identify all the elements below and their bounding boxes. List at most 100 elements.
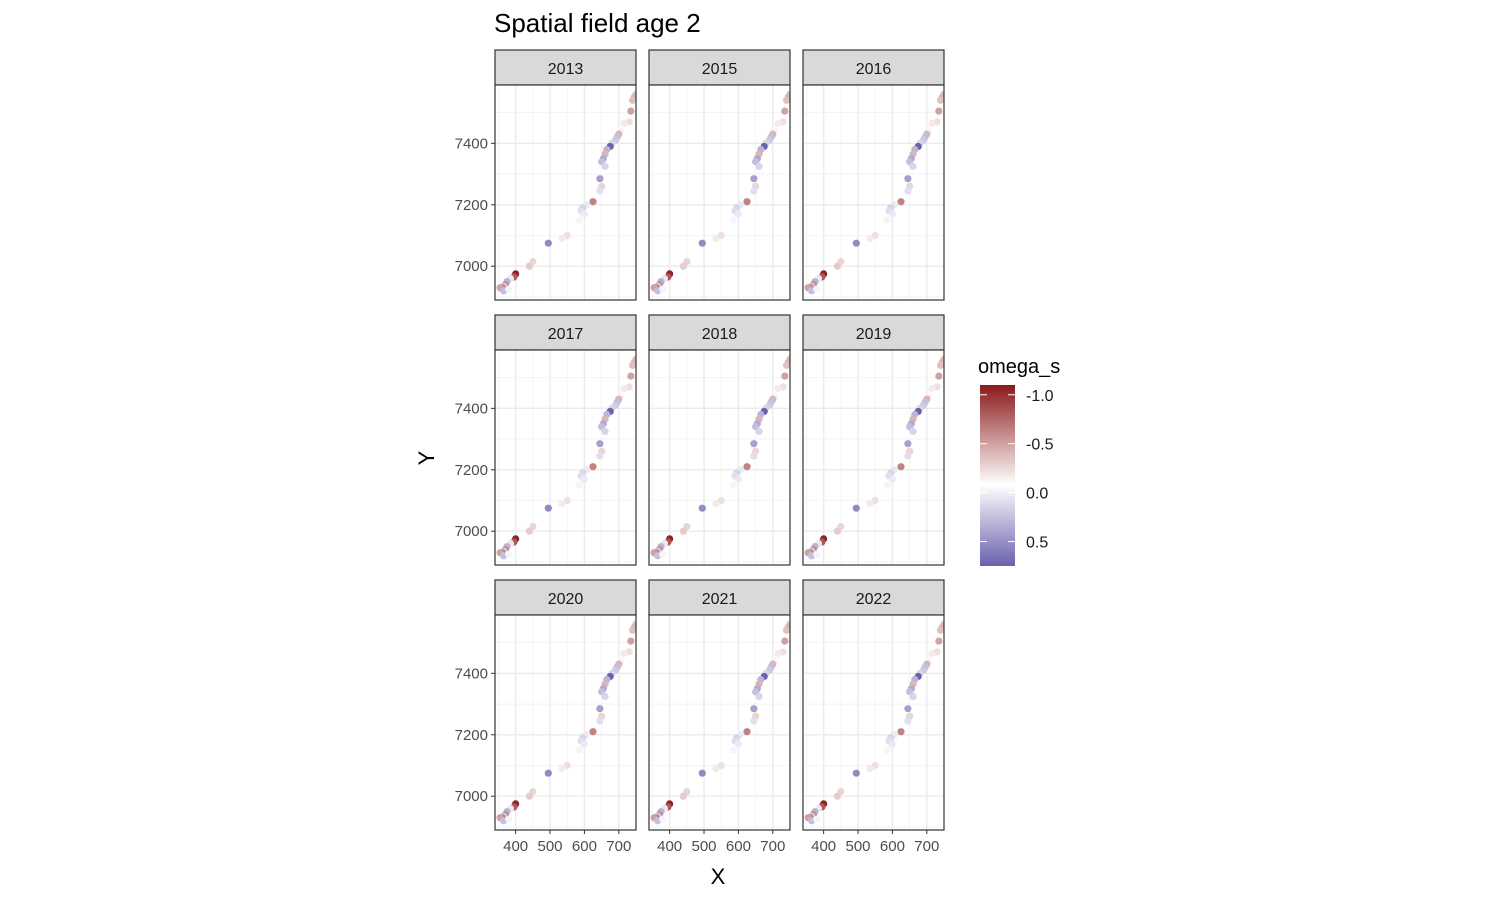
data-point — [936, 361, 944, 369]
x-tick-label: 600 — [726, 838, 751, 855]
data-point — [750, 187, 758, 195]
panel-background — [803, 350, 944, 565]
data-point — [782, 626, 790, 634]
panel-plot-area — [649, 615, 790, 830]
data-point — [935, 372, 943, 380]
data-point — [888, 475, 897, 483]
data-point — [659, 815, 667, 823]
data-point — [679, 527, 687, 535]
legend-tick-label: -0.5 — [1026, 437, 1054, 454]
data-point — [743, 463, 751, 471]
data-point — [782, 361, 790, 369]
data-point — [712, 764, 720, 773]
panel-border — [802, 84, 945, 301]
data-point — [928, 119, 936, 127]
facet-strip — [648, 314, 791, 351]
data-point — [580, 475, 589, 483]
panel-background — [649, 615, 790, 830]
data-point — [755, 162, 763, 170]
data-point — [750, 175, 758, 183]
facet-panel-2022: 2022 400 500 600 700 — [802, 579, 945, 855]
data-point — [544, 504, 552, 512]
facet-strip — [494, 314, 637, 351]
panel-border — [802, 614, 945, 831]
facet-strip — [648, 49, 791, 86]
data-point — [596, 717, 604, 725]
data-point — [755, 427, 763, 435]
facet-strip-label: 2018 — [702, 326, 738, 343]
data-point — [734, 210, 743, 218]
data-point — [897, 463, 905, 471]
data-point — [904, 452, 912, 460]
y-tick-label: 7400 — [455, 135, 488, 152]
data-point — [575, 481, 583, 489]
data-point — [525, 792, 533, 800]
data-point — [852, 239, 860, 247]
data-point — [589, 728, 597, 736]
facet-strip — [494, 579, 637, 616]
data-point — [909, 162, 917, 170]
data-point — [888, 210, 897, 218]
legend-tick-label: 0.0 — [1026, 486, 1048, 503]
facet-panel-2015: 2015 — [648, 49, 791, 301]
data-point — [750, 452, 758, 460]
y-tick-label: 7200 — [455, 727, 488, 744]
data-point — [596, 175, 604, 183]
data-point — [833, 792, 841, 800]
data-point — [734, 475, 743, 483]
panel-plot-area — [803, 615, 944, 830]
data-point — [659, 285, 667, 293]
panel-border — [648, 84, 791, 301]
data-point — [852, 769, 860, 777]
data-point — [601, 692, 609, 700]
data-point — [782, 96, 790, 104]
data-point — [729, 481, 737, 489]
data-point — [897, 198, 905, 206]
panel-plot-area — [803, 350, 944, 565]
data-point — [628, 361, 636, 369]
data-point — [589, 198, 597, 206]
data-point — [620, 384, 628, 392]
legend-color-bar — [980, 385, 1015, 566]
x-tick-label: 500 — [692, 838, 717, 855]
data-point — [935, 637, 943, 645]
data-point — [580, 740, 589, 748]
x-tick-label: 600 — [880, 838, 905, 855]
data-point — [928, 384, 936, 392]
panel-plot-area — [649, 85, 790, 300]
x-tick-label: 400 — [657, 838, 682, 855]
x-tick-label: 600 — [572, 838, 597, 855]
data-point — [909, 692, 917, 700]
data-point — [897, 728, 905, 736]
y-tick-label: 7200 — [455, 197, 488, 214]
panel-plot-area — [495, 85, 636, 300]
data-point — [558, 499, 566, 508]
x-tick-label: 400 — [503, 838, 528, 855]
data-point — [729, 746, 737, 754]
data-point — [712, 499, 720, 508]
data-point — [909, 427, 917, 435]
data-point — [698, 239, 706, 247]
x-tick-label: 400 — [811, 838, 836, 855]
panel-plot-area — [803, 85, 944, 300]
data-point — [750, 705, 758, 713]
data-point — [774, 119, 782, 127]
x-tick-label: 700 — [606, 838, 631, 855]
data-point — [904, 440, 912, 448]
data-point — [866, 499, 874, 508]
facet-strip-label: 2016 — [856, 61, 892, 78]
data-point — [596, 187, 604, 195]
data-point — [596, 452, 604, 460]
facet-strip-label: 2021 — [702, 591, 738, 608]
data-point — [505, 550, 513, 558]
data-point — [525, 262, 533, 270]
data-point — [750, 440, 758, 448]
panel-background — [495, 85, 636, 300]
data-point — [558, 234, 566, 243]
data-point — [580, 210, 589, 218]
facet-panel-2017: 2017 7000 7200 7400 — [455, 314, 637, 566]
y-tick-label: 7000 — [455, 523, 488, 540]
data-point — [698, 769, 706, 777]
chart-title: Spatial field age 2 — [494, 8, 701, 38]
